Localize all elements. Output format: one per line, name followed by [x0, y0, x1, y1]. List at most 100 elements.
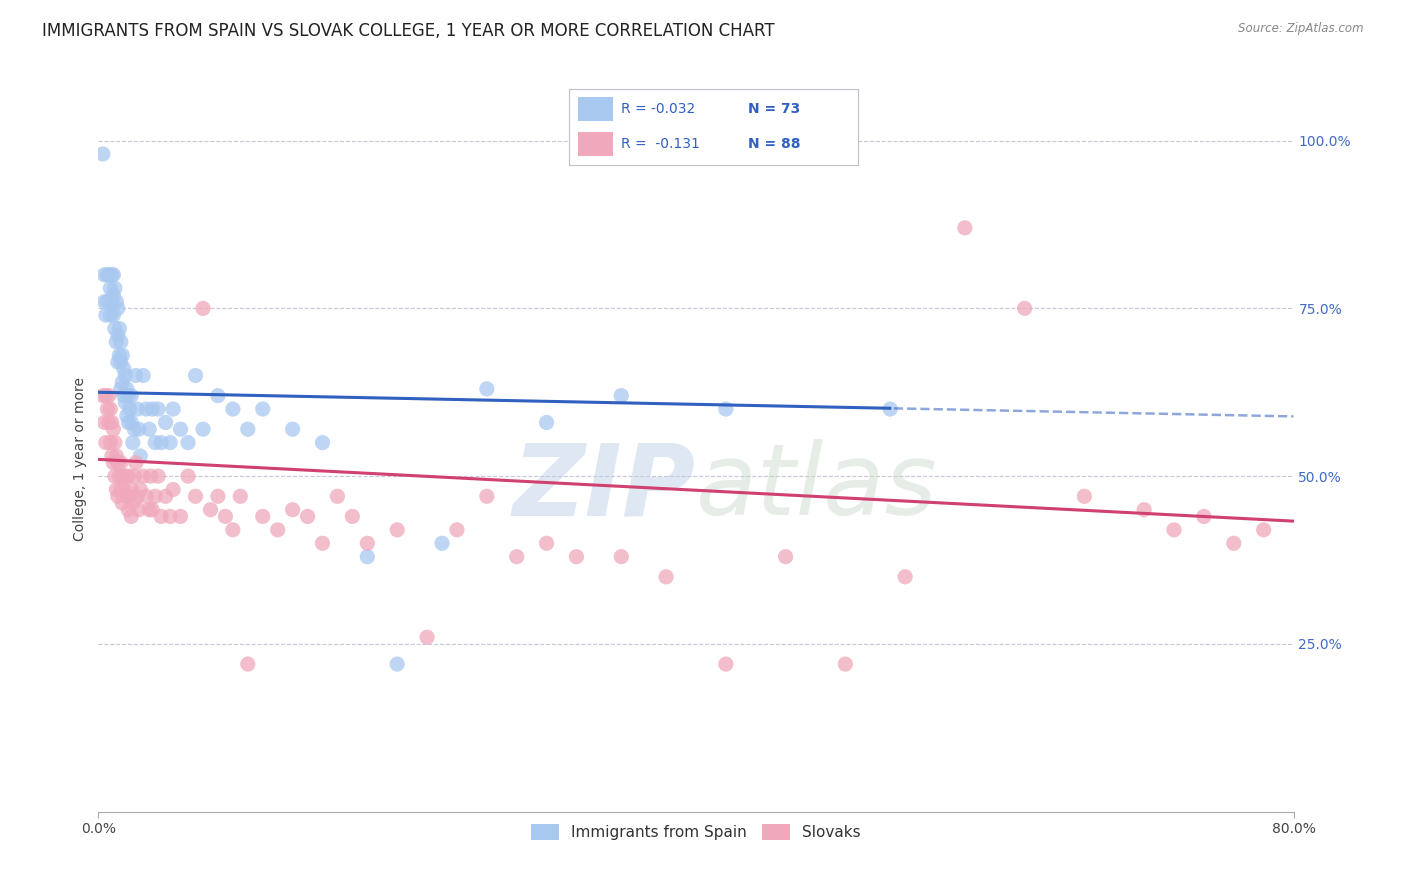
Point [96, 402, 118, 417]
Point [143, 489, 166, 503]
Point [129, 449, 152, 463]
Point [105, 483, 128, 497]
Point [222, 523, 245, 537]
Point [111, 496, 134, 510]
Point [207, 389, 229, 403]
Point [311, 435, 333, 450]
Point [138, 502, 160, 516]
Point [97, 416, 120, 430]
Text: N = 88: N = 88 [748, 136, 800, 151]
Point [94, 435, 117, 450]
Point [1073, 489, 1095, 503]
Legend: Immigrants from Spain, Slovaks: Immigrants from Spain, Slovaks [526, 818, 866, 847]
Point [103, 422, 125, 436]
Point [141, 402, 163, 417]
Point [139, 469, 162, 483]
Point [150, 435, 173, 450]
Point [536, 536, 558, 550]
Point [110, 456, 132, 470]
Point [229, 489, 252, 503]
Point [1014, 301, 1036, 316]
Point [159, 509, 181, 524]
Bar [578, 97, 613, 121]
Text: N = 73: N = 73 [748, 102, 800, 116]
Text: R =  -0.131: R = -0.131 [621, 136, 700, 151]
Point [93, 268, 115, 282]
Point [565, 549, 588, 564]
Point [475, 489, 498, 503]
Point [184, 489, 207, 503]
Point [155, 489, 177, 503]
Point [267, 523, 290, 537]
Point [655, 570, 678, 584]
Point [141, 502, 163, 516]
Point [1253, 523, 1275, 537]
Point [416, 630, 439, 644]
Point [281, 422, 304, 436]
Point [385, 657, 409, 671]
Point [105, 294, 128, 309]
Point [108, 469, 131, 483]
Point [536, 416, 558, 430]
Point [115, 409, 138, 423]
Point [94, 389, 117, 403]
Point [107, 489, 129, 503]
Point [159, 435, 181, 450]
Point [120, 389, 142, 403]
Point [96, 268, 118, 282]
Text: Source: ZipAtlas.com: Source: ZipAtlas.com [1239, 22, 1364, 36]
Point [236, 422, 259, 436]
Point [117, 469, 139, 483]
Point [110, 334, 132, 349]
Point [112, 483, 135, 497]
Y-axis label: College, 1 year or more: College, 1 year or more [73, 377, 87, 541]
Point [135, 402, 157, 417]
Point [107, 328, 129, 343]
Point [128, 502, 150, 516]
Point [93, 416, 115, 430]
Text: ZIP: ZIP [513, 439, 696, 536]
Point [93, 294, 115, 309]
Point [446, 523, 468, 537]
Point [475, 382, 498, 396]
Point [107, 301, 129, 316]
Point [125, 368, 148, 383]
Point [120, 416, 142, 430]
Point [112, 389, 135, 403]
Point [110, 483, 132, 497]
Point [775, 549, 797, 564]
Point [385, 523, 409, 537]
Point [125, 456, 148, 470]
Point [155, 416, 177, 430]
Point [132, 368, 155, 383]
Point [879, 402, 901, 417]
Point [111, 375, 134, 389]
Point [222, 402, 245, 417]
Point [110, 355, 132, 369]
Point [207, 489, 229, 503]
Point [103, 308, 125, 322]
Point [117, 502, 139, 516]
Point [103, 456, 125, 470]
Point [103, 268, 125, 282]
Point [114, 395, 136, 409]
Point [101, 268, 124, 282]
Point [326, 489, 349, 503]
Point [1163, 523, 1185, 537]
Point [98, 281, 122, 295]
Point [162, 483, 184, 497]
Point [121, 435, 143, 450]
Point [356, 536, 378, 550]
Point [953, 220, 976, 235]
Point [111, 348, 134, 362]
Point [110, 382, 132, 396]
Point [105, 334, 128, 349]
Point [120, 483, 142, 497]
Point [714, 402, 737, 417]
Point [162, 402, 184, 417]
Point [108, 348, 131, 362]
Point [127, 402, 149, 417]
Point [894, 570, 917, 584]
Point [107, 456, 129, 470]
Text: IMMIGRANTS FROM SPAIN VS SLOVAK COLLEGE, 1 YEAR OR MORE CORRELATION CHART: IMMIGRANTS FROM SPAIN VS SLOVAK COLLEGE,… [42, 22, 775, 40]
